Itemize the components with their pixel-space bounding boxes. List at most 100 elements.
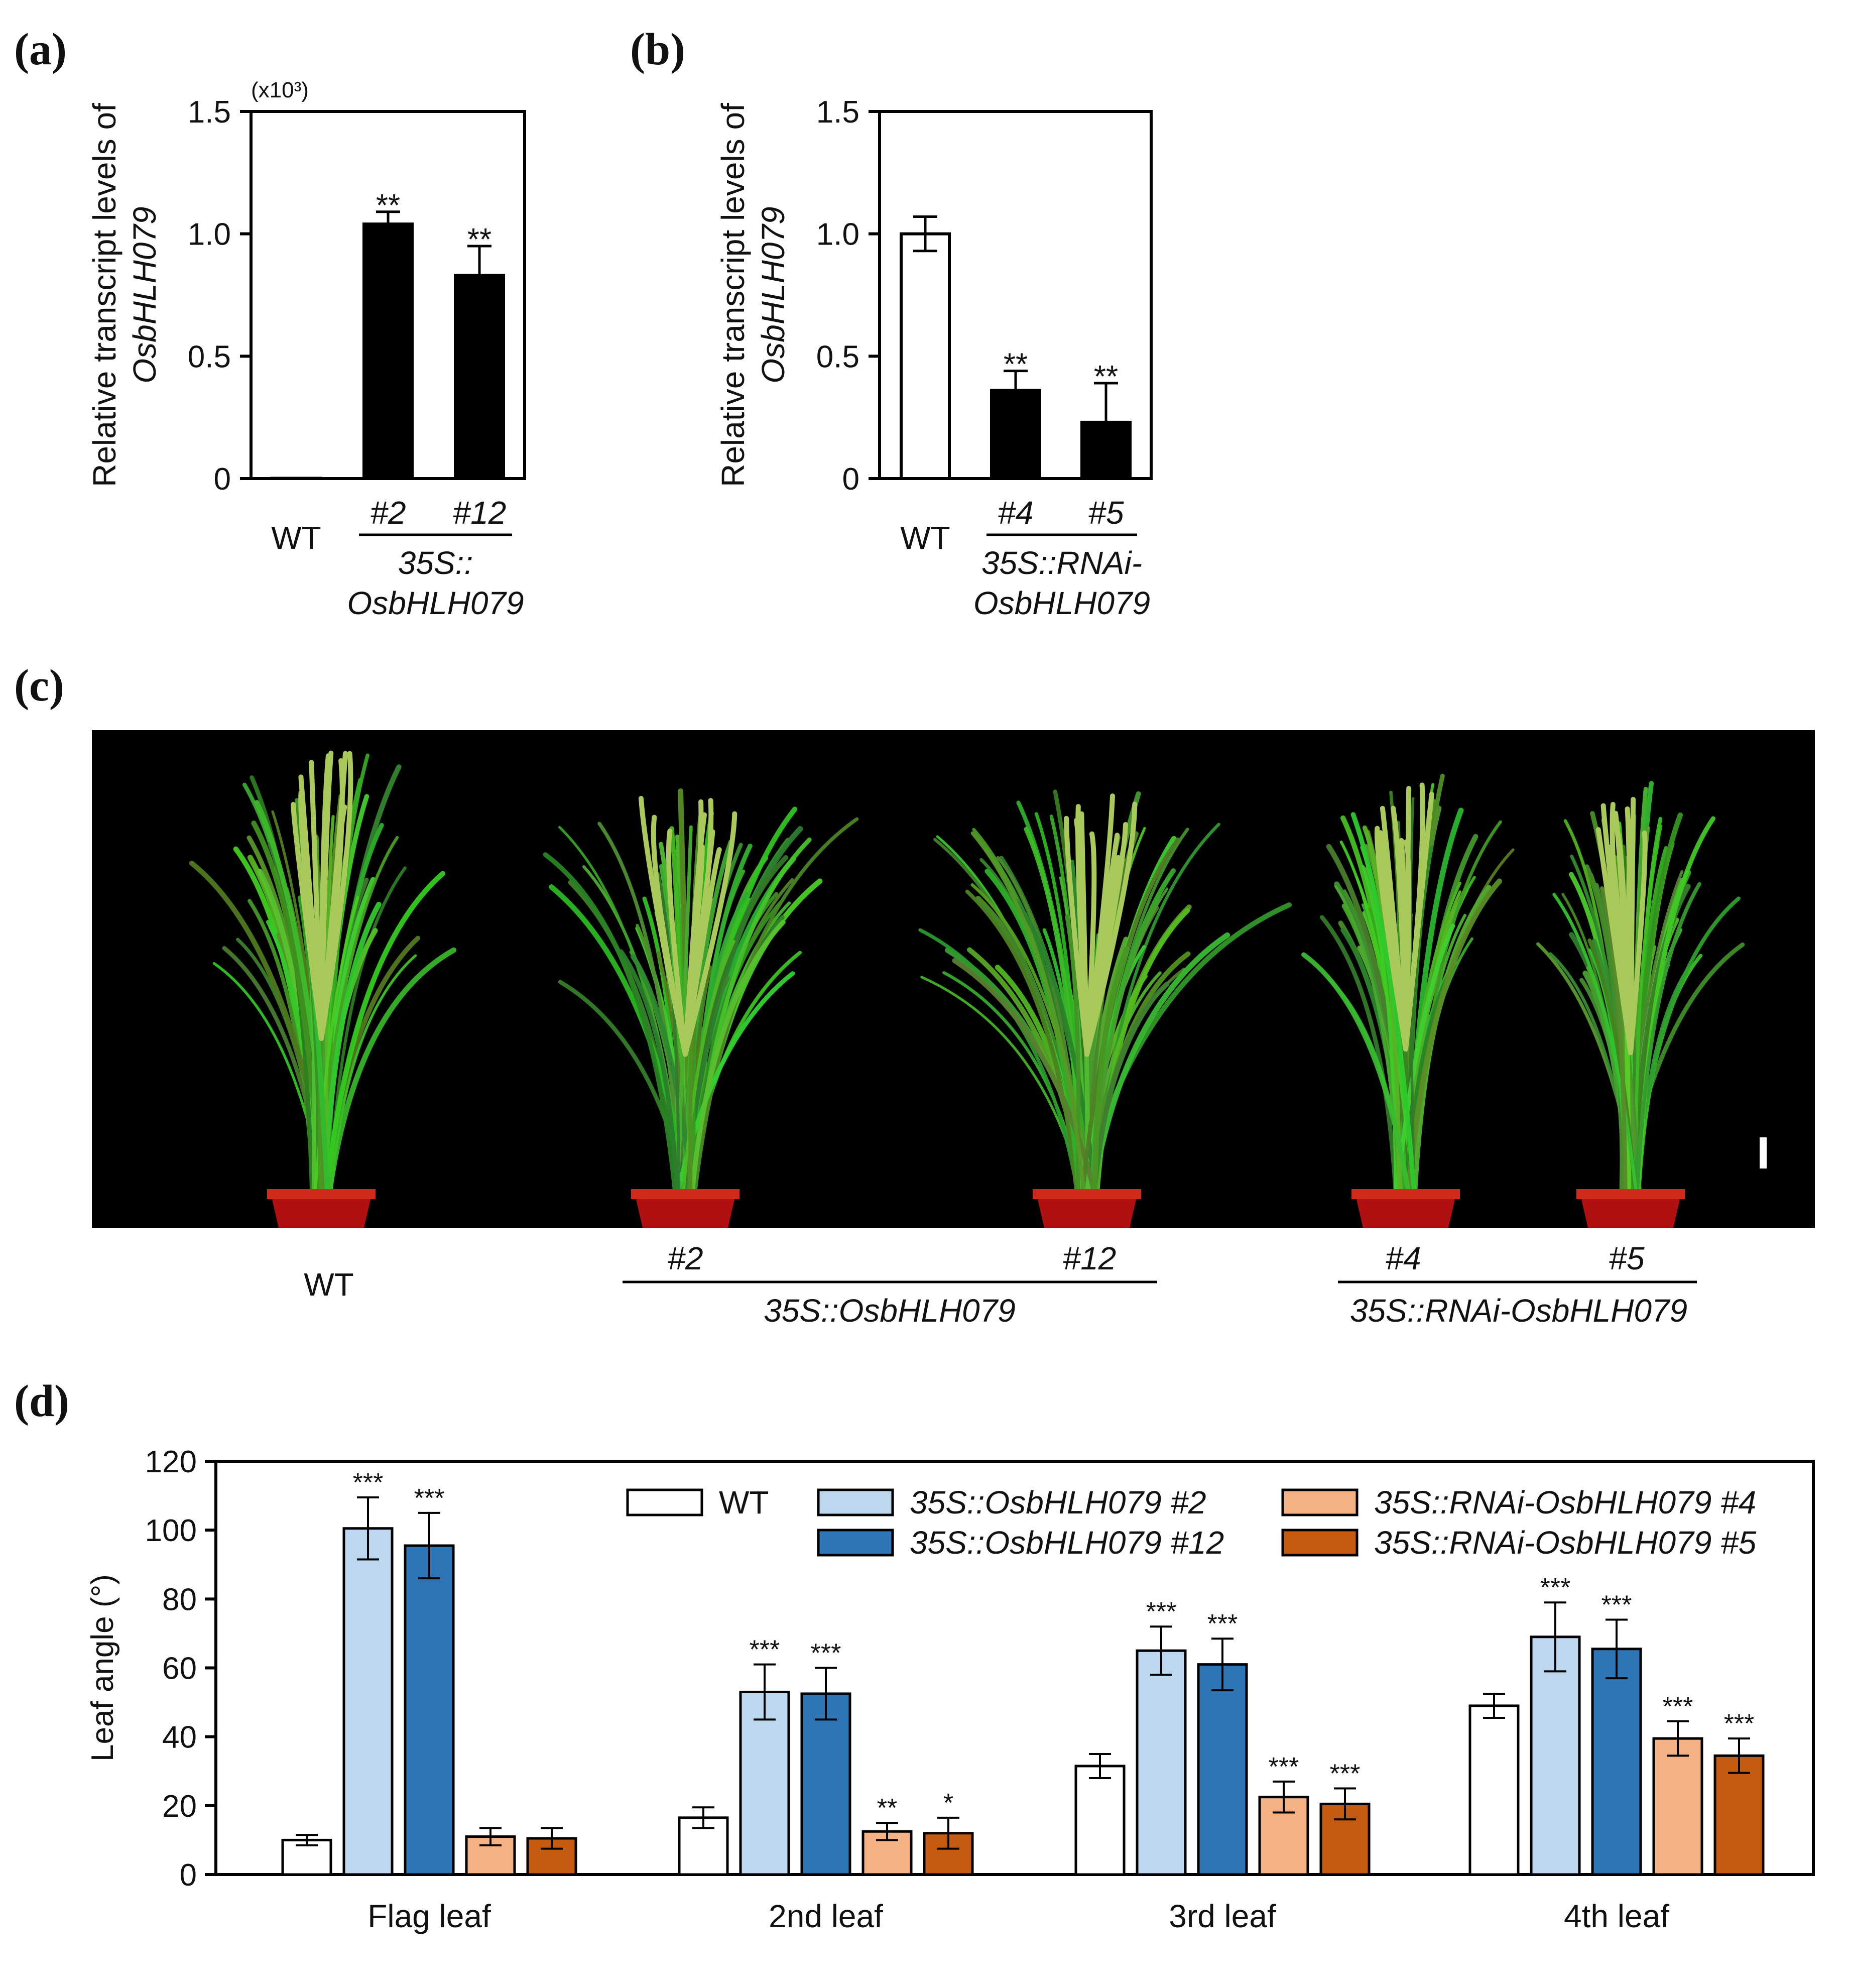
plant: [918, 789, 1292, 1228]
significance-mark: ***: [1330, 1760, 1361, 1789]
legend-label: 35S::OsbHLH079 #2: [910, 1484, 1206, 1521]
panel-b-label: (b): [630, 25, 685, 74]
group-label: OsbHLH079: [973, 585, 1150, 621]
y-axis-label: Relative transcript levels of: [715, 103, 751, 487]
panel-a-label: (a): [14, 25, 67, 74]
y-axis-label: Relative transcript levels of: [86, 103, 122, 487]
plant-leaf: [965, 889, 1079, 1202]
plant-leaf: [1599, 886, 1628, 1203]
axis-multiplier: (x10³): [251, 78, 309, 102]
y-tick-label: 20: [162, 1789, 197, 1824]
significance-mark: **: [1094, 360, 1118, 394]
bar: [1197, 1663, 1248, 1876]
legend-swatch: [817, 1488, 894, 1516]
plant-leaf: [1091, 946, 1130, 1203]
plant-panicle: [298, 790, 324, 1041]
plant-leaf: [675, 825, 693, 1202]
significance-mark: ***: [1207, 1609, 1238, 1639]
bar: [404, 1544, 455, 1876]
bar: [1080, 420, 1132, 480]
bar: [739, 1691, 790, 1876]
x-tick-label: #5: [1088, 495, 1124, 531]
plant: [1536, 781, 1745, 1228]
plant-leaf: [681, 940, 735, 1202]
plant-pot-rim: [267, 1189, 376, 1199]
plant-leaf: [692, 817, 859, 1202]
plant-leaf: [970, 831, 1087, 1202]
y-tick-label: 0: [180, 1858, 197, 1893]
plant-label: #12: [1063, 1240, 1117, 1276]
plant-panicle: [309, 760, 324, 1041]
plant-leaf: [1552, 893, 1639, 1202]
plant-pot: [635, 1195, 735, 1228]
significance-mark: **: [1004, 347, 1028, 382]
x-tick-label: #2: [370, 495, 406, 531]
bar: [1074, 1765, 1126, 1876]
group-label: 35S::RNAi-: [981, 545, 1142, 581]
y-tick-label: 0: [842, 462, 859, 497]
plant-label: #2: [667, 1240, 703, 1276]
significance-mark: ***: [1269, 1752, 1299, 1782]
plant-pot-rim: [1351, 1189, 1460, 1199]
legend-swatch: [1281, 1529, 1359, 1557]
plant-panicle: [651, 814, 688, 1057]
x-tick-label: 3rd leaf: [1169, 1898, 1276, 1934]
plant-panicle: [683, 829, 715, 1057]
group-label: OsbHLH079: [347, 585, 524, 621]
y-axis-label-gene: OsbHLH079: [755, 206, 791, 383]
bar: [1591, 1648, 1642, 1876]
plant-pot-rim: [631, 1189, 739, 1199]
bar: [1136, 1649, 1187, 1876]
plant-leaf: [952, 958, 1099, 1203]
y-tick-label: 0: [214, 462, 231, 497]
plant: [543, 788, 859, 1228]
plant-leaf: [543, 852, 679, 1203]
y-axis-label-gene: OsbHLH079: [127, 206, 163, 383]
plant-leaf: [1320, 915, 1399, 1203]
plant-panicle: [1403, 782, 1425, 1051]
significance-mark: ***: [1724, 1709, 1755, 1738]
plant-panicle: [1609, 844, 1633, 1055]
panel-c-label: (c): [14, 661, 64, 711]
y-tick-label: 100: [145, 1513, 197, 1548]
plant-panicle: [1628, 830, 1648, 1055]
bar: [362, 222, 414, 480]
panel-d-label: (d): [14, 1376, 69, 1426]
y-tick-label: 1.5: [816, 95, 859, 130]
plant-leaf: [970, 883, 1094, 1202]
plant-panicle: [683, 812, 707, 1057]
plant-panicle: [683, 811, 737, 1057]
bar: [454, 274, 505, 480]
bar: [800, 1692, 851, 1876]
y-tick-label: 80: [162, 1582, 197, 1617]
x-tick-label: Flag leaf: [367, 1898, 491, 1934]
plant-panicle: [1084, 831, 1097, 1057]
group-label: 35S::: [398, 545, 473, 581]
bar: [900, 232, 951, 480]
y-axis-label: Leaf angle (°): [85, 1574, 120, 1762]
significance-mark: ***: [414, 1484, 445, 1513]
plant-pot-rim: [1033, 1189, 1141, 1199]
plant-label: #4: [1385, 1240, 1421, 1276]
plant-panicle: [1403, 839, 1412, 1051]
y-tick-label: 60: [162, 1652, 197, 1686]
bar: [342, 1527, 394, 1876]
bar: [1468, 1704, 1520, 1876]
plant-pot: [1355, 1195, 1456, 1228]
legend-label: 35S::OsbHLH079 #12: [910, 1525, 1224, 1561]
group-label: 35S::OsbHLH079: [764, 1293, 1016, 1329]
significance-mark: **: [467, 222, 491, 257]
significance-mark: ***: [1540, 1573, 1571, 1602]
y-tick-label: 1.5: [188, 95, 231, 130]
plant-panicle: [666, 829, 688, 1057]
bar: [1713, 1754, 1765, 1876]
plant-pot: [1580, 1195, 1681, 1228]
plant-label: #5: [1609, 1240, 1645, 1276]
plant-leaf: [1594, 883, 1625, 1203]
plant-leaf: [1405, 878, 1503, 1203]
plant: [189, 750, 457, 1228]
x-tick-label: 2nd leaf: [769, 1898, 883, 1934]
y-tick-label: 120: [145, 1445, 197, 1479]
